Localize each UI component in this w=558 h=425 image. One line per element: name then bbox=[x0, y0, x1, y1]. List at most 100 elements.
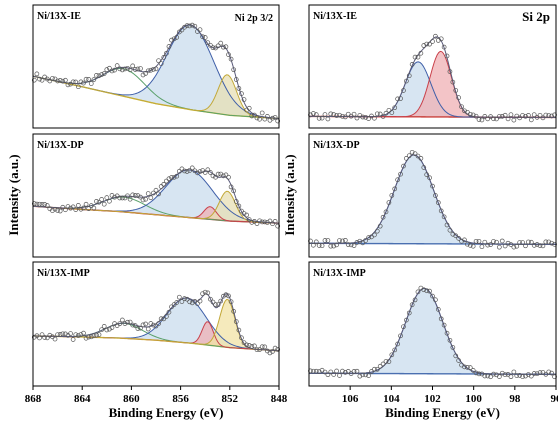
data-point bbox=[233, 77, 239, 82]
data-point bbox=[444, 222, 450, 228]
data-point bbox=[127, 319, 133, 325]
data-point bbox=[228, 184, 234, 190]
data-point bbox=[508, 374, 514, 380]
data-point bbox=[132, 193, 138, 198]
data-point bbox=[37, 76, 42, 82]
data-point bbox=[502, 243, 508, 249]
data-point bbox=[354, 115, 360, 121]
data-point bbox=[377, 111, 383, 117]
data-point bbox=[337, 112, 342, 118]
data-point bbox=[81, 80, 86, 86]
data-point bbox=[520, 113, 525, 118]
data-point bbox=[148, 195, 154, 201]
data-point bbox=[241, 211, 247, 216]
data-point bbox=[96, 73, 102, 79]
data-point bbox=[127, 196, 133, 202]
data-point bbox=[272, 115, 278, 120]
data-point bbox=[415, 289, 421, 295]
data-point bbox=[528, 117, 534, 123]
data-point bbox=[322, 369, 328, 375]
data-point bbox=[205, 290, 211, 296]
data-point bbox=[531, 371, 537, 376]
data-point bbox=[91, 205, 97, 211]
data-point bbox=[502, 112, 508, 118]
data-point bbox=[179, 299, 185, 304]
data-point bbox=[138, 66, 143, 71]
data-point bbox=[197, 27, 203, 33]
data-point bbox=[325, 372, 331, 378]
data-point bbox=[499, 114, 505, 119]
data-point bbox=[99, 72, 104, 77]
data-point bbox=[151, 190, 156, 196]
data-point bbox=[223, 172, 229, 178]
data-point bbox=[345, 242, 351, 247]
data-point bbox=[430, 293, 435, 299]
data-point bbox=[246, 105, 252, 111]
data-point bbox=[60, 204, 66, 210]
data-point bbox=[83, 76, 89, 82]
data-point bbox=[340, 113, 345, 119]
data-point bbox=[398, 333, 403, 339]
panel-1: Ni/13X-IE Si 2p bbox=[308, 4, 557, 129]
data-point bbox=[322, 112, 328, 117]
data-point bbox=[450, 345, 456, 350]
data-point bbox=[473, 370, 479, 376]
data-point bbox=[456, 95, 461, 100]
data-point bbox=[345, 111, 351, 117]
data-point bbox=[130, 192, 136, 198]
data-point bbox=[254, 115, 260, 121]
data-point bbox=[482, 373, 488, 379]
data-point bbox=[389, 193, 395, 198]
data-point bbox=[465, 241, 470, 247]
component-area bbox=[309, 154, 556, 245]
data-point bbox=[101, 201, 107, 207]
data-point bbox=[101, 71, 107, 76]
data-point bbox=[189, 22, 195, 28]
data-point bbox=[528, 239, 534, 245]
data-point bbox=[200, 291, 205, 297]
data-point bbox=[65, 82, 71, 88]
data-point bbox=[534, 371, 540, 377]
data-point bbox=[122, 66, 128, 72]
data-point bbox=[270, 349, 275, 354]
data-point bbox=[334, 242, 339, 248]
data-point bbox=[406, 73, 412, 79]
data-point bbox=[75, 84, 81, 90]
data-point bbox=[552, 241, 557, 247]
data-point bbox=[313, 368, 319, 374]
data-point bbox=[491, 239, 496, 244]
sample-label: Ni/13X-DP bbox=[313, 140, 360, 151]
data-point bbox=[465, 365, 470, 370]
data-point bbox=[156, 321, 161, 326]
data-point bbox=[249, 113, 255, 119]
data-point bbox=[494, 239, 499, 245]
data-point bbox=[412, 151, 418, 157]
data-point bbox=[459, 104, 464, 110]
data-point bbox=[140, 197, 146, 203]
data-point bbox=[239, 335, 244, 341]
data-point bbox=[476, 117, 482, 122]
data-point bbox=[488, 242, 493, 247]
data-point bbox=[236, 86, 242, 91]
data-point bbox=[444, 53, 450, 59]
data-point bbox=[166, 176, 172, 182]
data-point bbox=[334, 368, 339, 374]
data-point bbox=[197, 298, 203, 304]
data-point bbox=[345, 369, 351, 374]
data-point bbox=[479, 117, 485, 123]
data-point bbox=[331, 112, 337, 117]
data-point bbox=[328, 243, 334, 249]
data-point bbox=[47, 78, 53, 84]
data-point bbox=[31, 201, 37, 206]
component-area bbox=[33, 299, 279, 351]
data-point bbox=[517, 373, 523, 378]
data-point bbox=[55, 78, 60, 84]
data-point bbox=[398, 96, 403, 101]
data-point bbox=[187, 299, 193, 305]
data-point bbox=[174, 35, 180, 40]
data-point bbox=[249, 220, 255, 225]
data-point bbox=[223, 44, 229, 50]
data-point bbox=[552, 112, 557, 118]
data-point bbox=[363, 114, 369, 120]
data-point bbox=[470, 243, 476, 249]
